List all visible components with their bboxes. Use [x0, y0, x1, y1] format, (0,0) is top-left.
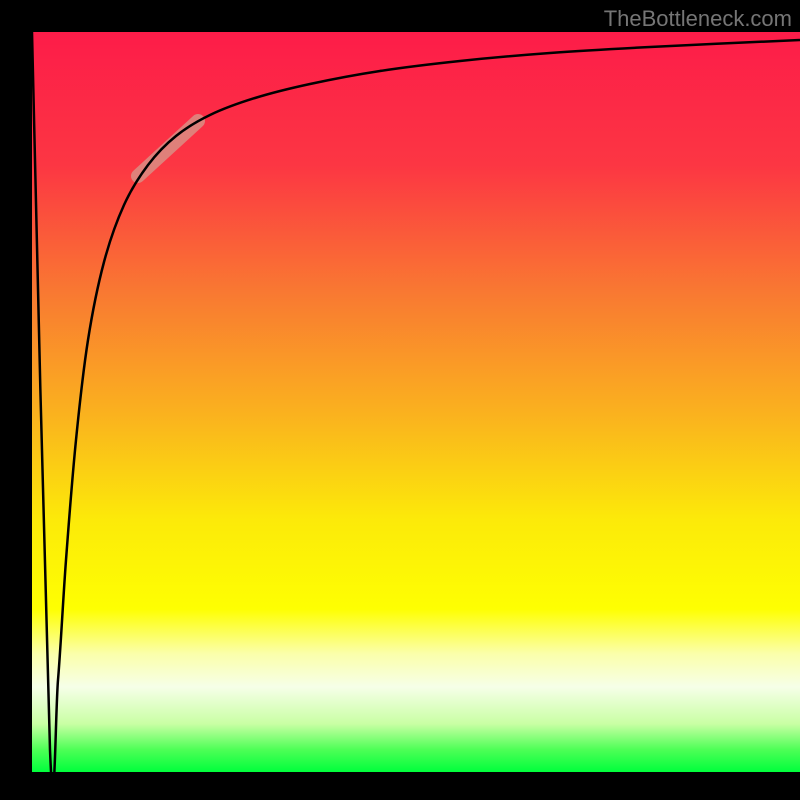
chart-container: TheBottleneck.com — [0, 0, 800, 800]
plot-background — [32, 32, 800, 772]
chart-svg — [0, 0, 800, 800]
watermark-text: TheBottleneck.com — [604, 6, 792, 32]
